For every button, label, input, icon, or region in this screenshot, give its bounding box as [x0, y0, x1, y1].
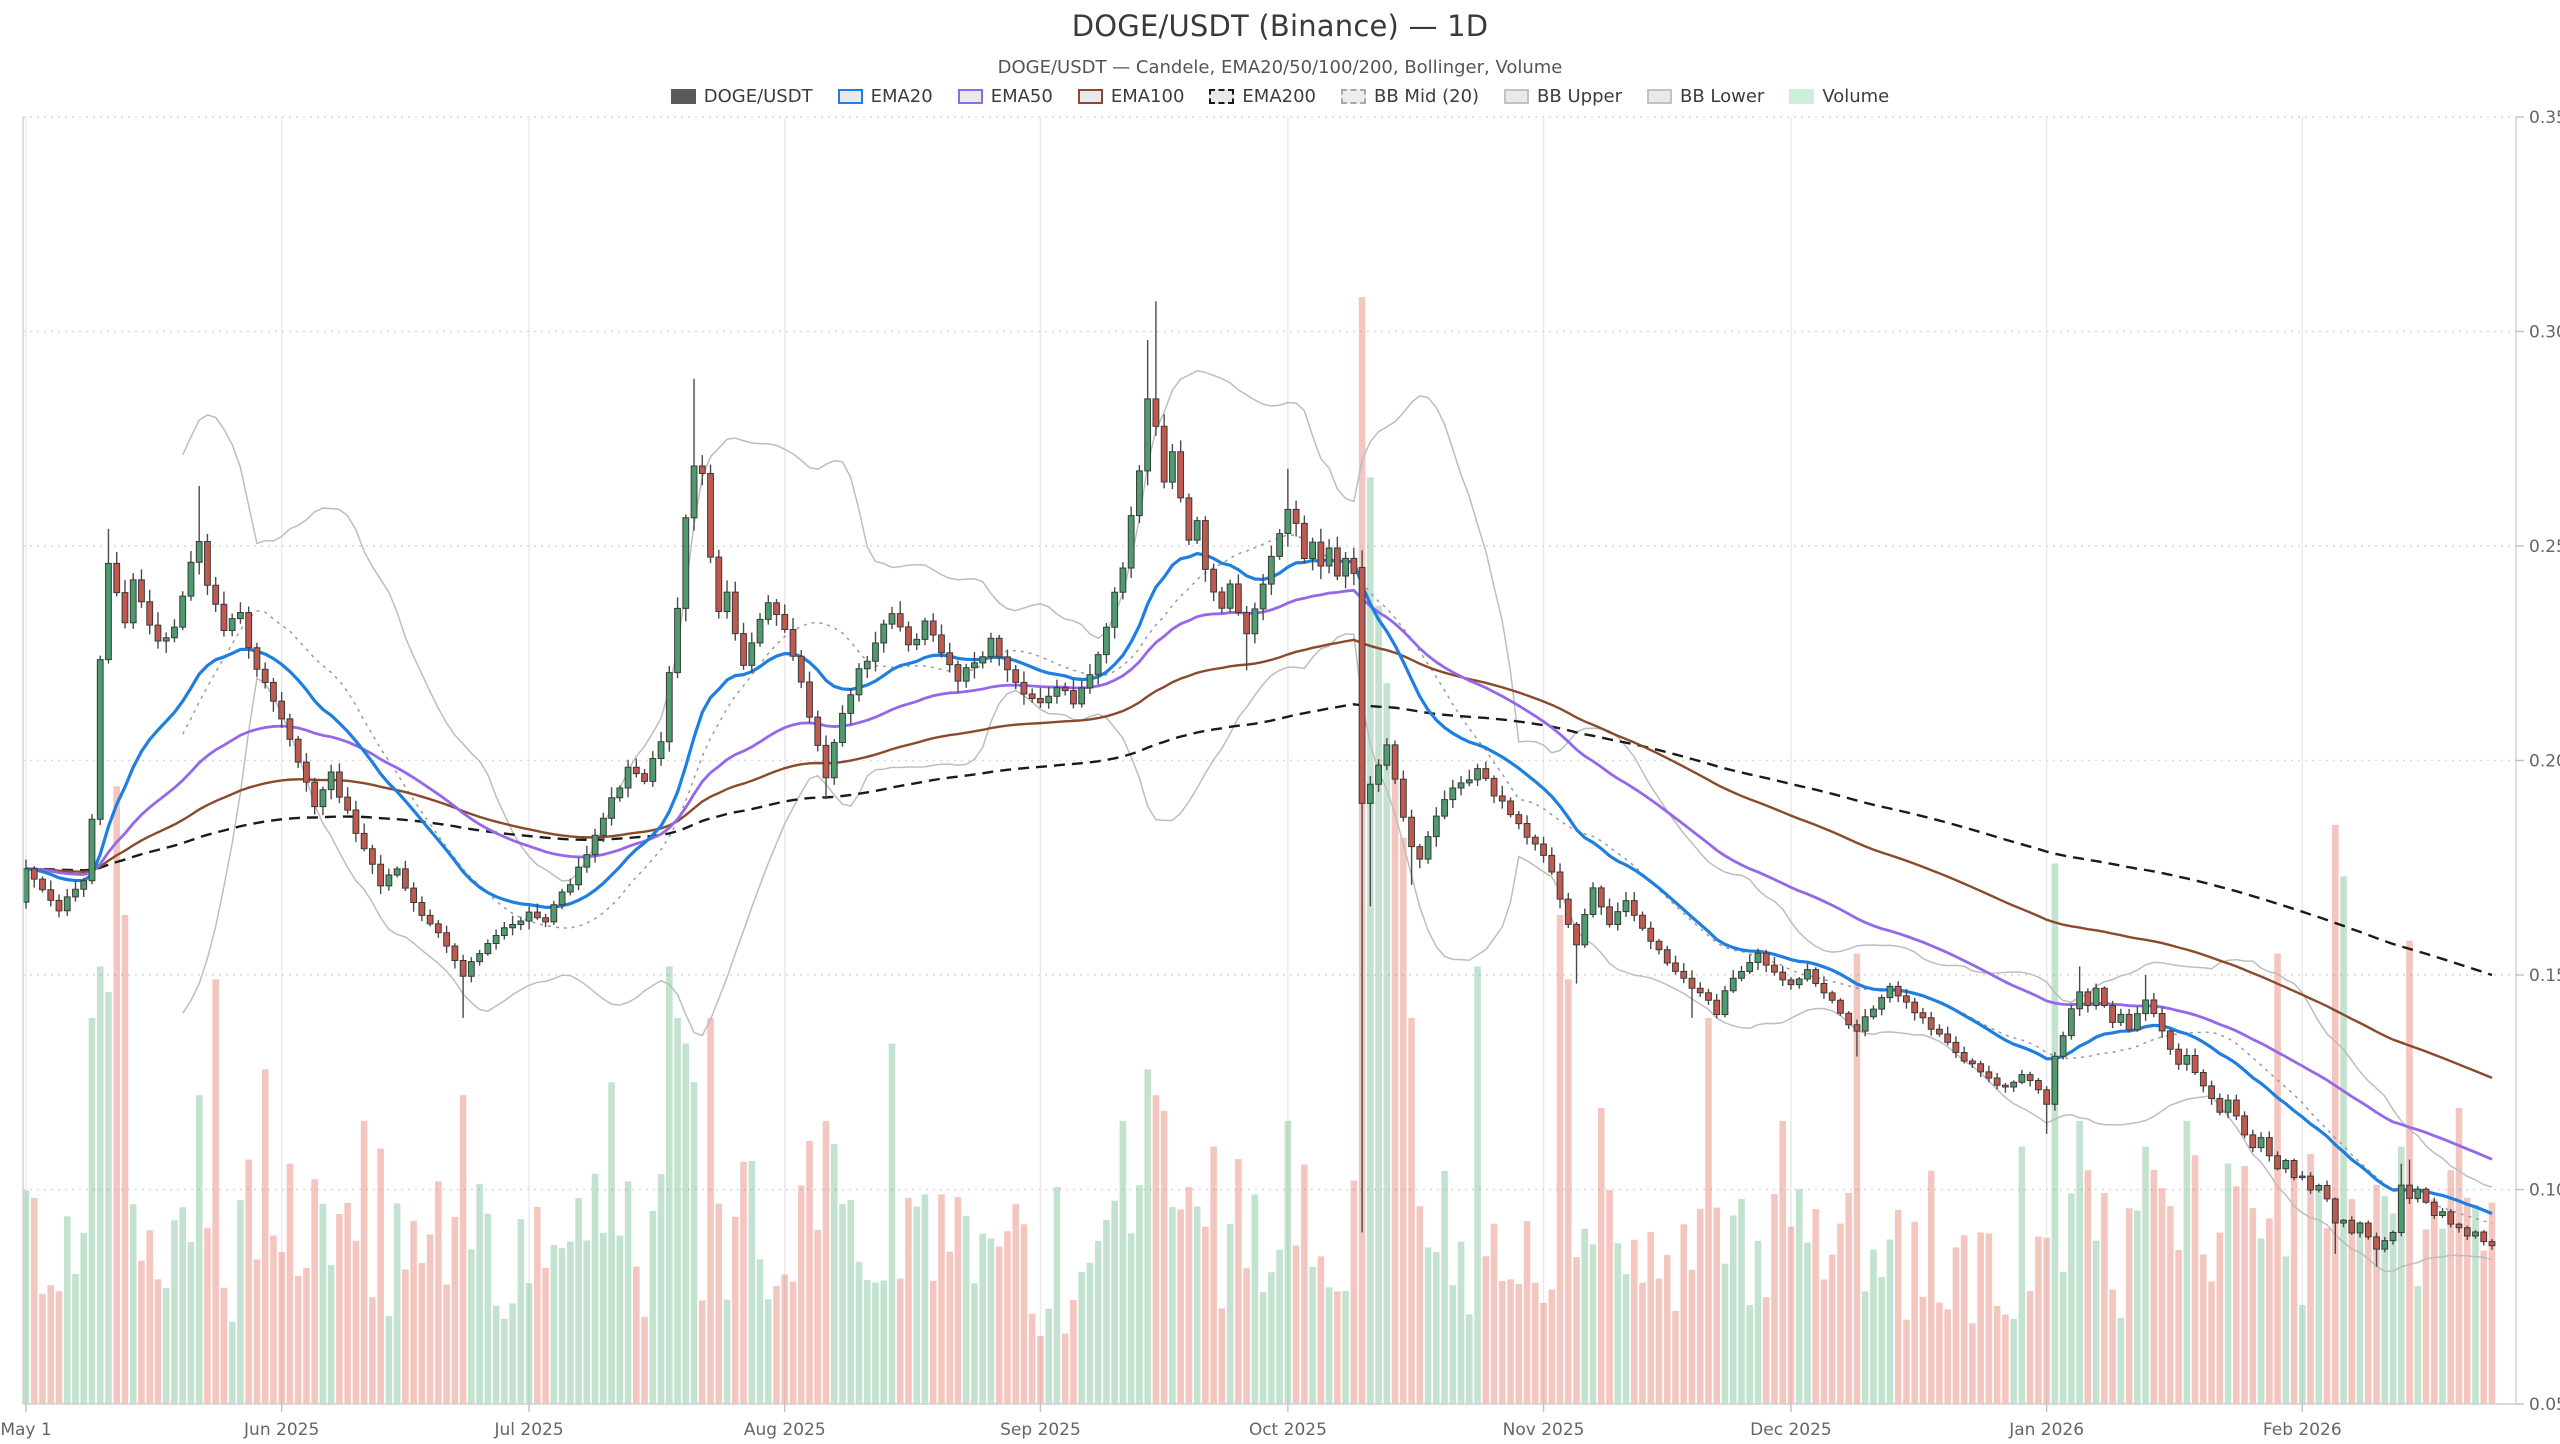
candle-bodies-up	[22, 398, 2479, 1250]
legend-item-ema100: EMA100	[1077, 86, 1185, 107]
svg-text:Jun 2025: Jun 2025	[243, 1420, 319, 1440]
legend-label: BB Lower	[1679, 86, 1765, 107]
svg-text:0.35: 0.35	[2529, 108, 2560, 128]
legend-swatch	[1341, 89, 1366, 104]
svg-text:0.05: 0.05	[2529, 1395, 2560, 1415]
svg-text:0.20: 0.20	[2529, 752, 2560, 772]
bb-lower-line	[182, 633, 2493, 1273]
svg-text:0.10: 0.10	[2529, 1181, 2560, 1201]
legend-swatch	[1646, 89, 1672, 104]
legend-label: EMA50	[990, 86, 1053, 107]
legend-label: Volume	[1822, 86, 1890, 107]
candle-wicks	[25, 301, 2493, 1267]
legend-item-volume: Volume	[1789, 86, 1889, 107]
legend-swatch	[1209, 89, 1235, 104]
svg-text:May 1: May 1	[0, 1420, 51, 1440]
legend-item-bb-mid-20-: BB Mid (20)	[1341, 86, 1479, 107]
legend-label: EMA20	[870, 86, 933, 107]
legend-item-ema200: EMA200	[1209, 86, 1316, 107]
ema200-line	[25, 703, 2493, 977]
legend-swatch	[1077, 89, 1103, 104]
legend-label: BB Mid (20)	[1374, 86, 1480, 107]
plot-area: 0.35 0.30 0.25 0.20 0.15 0.10 0.05 May 1 Jun 202…	[0, 108, 2560, 1440]
legend-item-doge-usdt: DOGE/USDT	[670, 86, 813, 107]
bb-upper-line	[182, 370, 2493, 1188]
legend-item-bb-lower: BB Lower	[1646, 86, 1765, 107]
legend-label: EMA200	[1242, 86, 1316, 107]
gridlines-horizontal	[23, 116, 2516, 1191]
legend-label: BB Upper	[1537, 86, 1622, 107]
ema100-line	[25, 638, 2493, 1079]
legend-label: DOGE/USDT	[703, 86, 813, 107]
svg-text:Nov 2025: Nov 2025	[1503, 1420, 1585, 1440]
svg-text:0.25: 0.25	[2529, 537, 2560, 557]
ema20-line	[25, 551, 2493, 1216]
svg-text:Feb 2026: Feb 2026	[2263, 1420, 2342, 1440]
legend-swatch	[837, 89, 863, 104]
svg-text:Oct 2025: Oct 2025	[1249, 1420, 1327, 1440]
chart-title: DOGE/USDT (Binance) — 1D	[1071, 9, 1489, 43]
svg-text:Sep 2025: Sep 2025	[1000, 1420, 1081, 1440]
chart-legend: DOGE/USDT EMA20 EMA50 EMA100 EMA200 BB Mid (2…	[0, 86, 2560, 107]
legend-label: EMA100	[1110, 86, 1185, 107]
legend-swatch	[1789, 89, 1815, 104]
legend-swatch	[957, 89, 983, 104]
volume-bars-down	[30, 297, 2496, 1405]
legend-swatch	[670, 89, 696, 104]
svg-text:Jan 2026: Jan 2026	[2008, 1420, 2084, 1440]
y-axis-labels: 0.35 0.30 0.25 0.20 0.15 0.10 0.05	[2516, 108, 2560, 1415]
svg-text:Dec 2025: Dec 2025	[1750, 1420, 1832, 1440]
candle-bodies-down	[30, 398, 2496, 1250]
volume-bars-up	[22, 477, 2479, 1404]
svg-text:Jul 2025: Jul 2025	[494, 1420, 564, 1440]
legend-item-ema20: EMA20	[837, 86, 933, 107]
legend-swatch	[1504, 89, 1530, 104]
legend-item-bb-upper: BB Upper	[1504, 86, 1622, 107]
chart-subtitle: DOGE/USDT — Candele, EMA20/50/100/200, B…	[997, 57, 1563, 78]
x-axis-labels: May 1 Jun 2025 Jul 2025 Aug 2025 Sep 2025 Oct…	[0, 1404, 2342, 1440]
svg-text:0.15: 0.15	[2529, 966, 2560, 986]
bb-mid-line	[182, 534, 2493, 1225]
legend-item-ema50: EMA50	[957, 86, 1053, 107]
svg-text:0.30: 0.30	[2529, 323, 2560, 343]
svg-text:Aug 2025: Aug 2025	[744, 1420, 826, 1440]
